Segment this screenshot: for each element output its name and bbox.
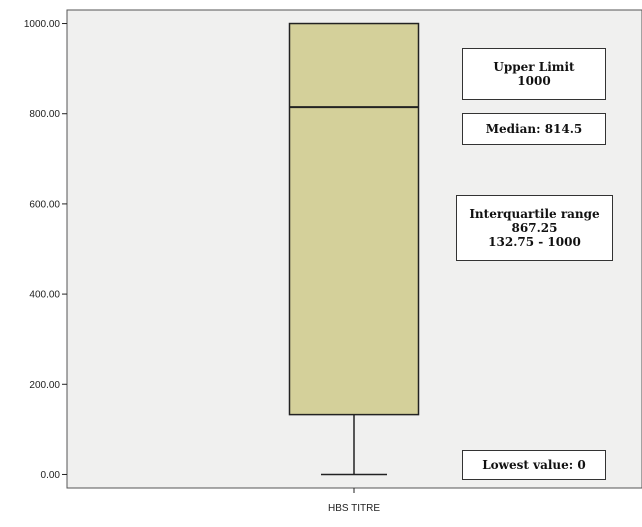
iqr-annotation: Interquartile range 867.25 132.75 - 1000 (456, 195, 613, 261)
upper-limit-title: Upper Limit (493, 60, 575, 74)
upper-limit-value: 1000 (517, 74, 551, 88)
y-tick-label: 600.00 (29, 199, 60, 210)
y-tick-label: 400.00 (29, 290, 60, 301)
y-tick-label: 800.00 (29, 109, 60, 120)
lowest-text: Lowest value: 0 (482, 458, 586, 472)
iqr-box (288, 22, 420, 416)
iqr-range: 132.75 - 1000 (488, 235, 581, 249)
y-axis: 0.00 200.00 400.00 600.00 800.00 1000.00 (24, 19, 67, 481)
median-text: Median: 814.5 (485, 122, 583, 136)
x-category-label: HBS TITRE (328, 503, 380, 514)
y-tick-label: 200.00 (29, 380, 60, 391)
upper-limit-annotation: Upper Limit 1000 (462, 48, 606, 100)
iqr-value: 867.25 (511, 221, 558, 235)
iqr-title: Interquartile range (469, 207, 600, 221)
median-annotation: Median: 814.5 (462, 113, 606, 145)
box-plot-series (288, 22, 420, 476)
lowest-value-annotation: Lowest value: 0 (462, 450, 606, 480)
y-tick-label: 0.00 (41, 470, 61, 481)
y-tick-label: 1000.00 (24, 19, 61, 30)
